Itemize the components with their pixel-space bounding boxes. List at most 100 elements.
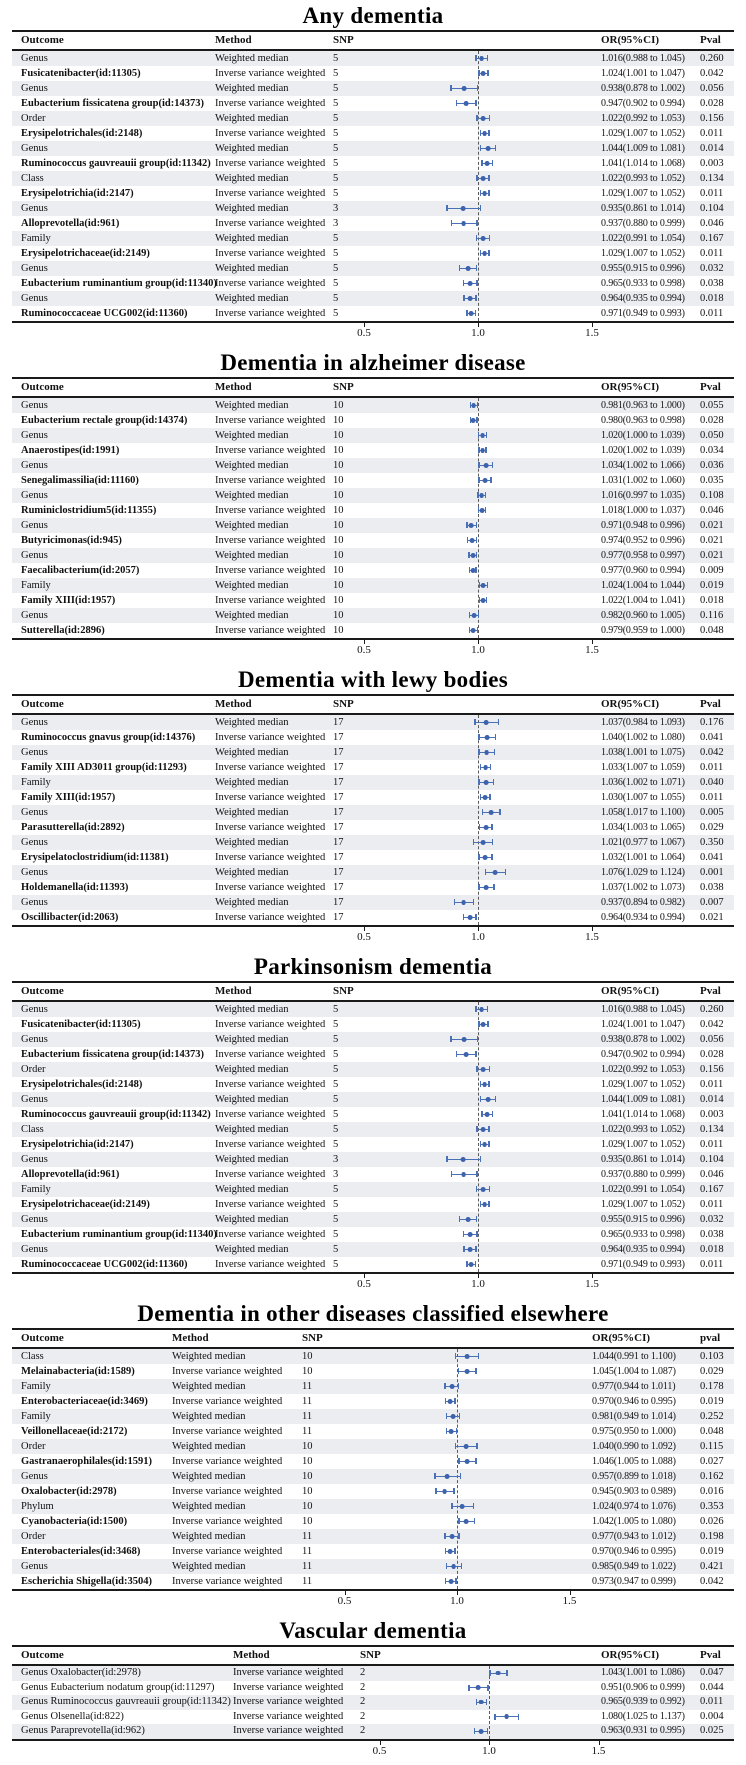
ci-cap-right: [491, 839, 494, 846]
pval-value: 0.046: [700, 1169, 724, 1180]
confidence-interval-bar: [479, 764, 492, 771]
pval-value: 0.011: [700, 792, 724, 803]
forest-row: Genus Weighted median 5 0.955(0.915 to 0.99…: [12, 1212, 734, 1227]
forest-row: Enterobacteriaceae(id:3469) Inverse varia…: [12, 1394, 734, 1409]
or-point-marker: [482, 1081, 488, 1087]
pval-value: 0.011: [700, 188, 724, 199]
forest-row: Genus Weighted median 10 0.957(0.899 to 1.0…: [12, 1469, 734, 1484]
outcome-label: Holdemanella(id:11393): [21, 882, 129, 893]
ci-cap-left: [475, 1186, 478, 1193]
confidence-interval-bar: [444, 1548, 456, 1555]
confidence-interval-bar: [479, 130, 490, 137]
snp-count: 17: [333, 882, 344, 893]
ci-cap-right: [487, 70, 489, 77]
reference-line: [478, 398, 479, 638]
ci-cap-right: [475, 310, 477, 317]
axis-tick-label: 0.5: [357, 327, 371, 339]
or-ci-value: 1.042(1.005 to 1.080): [592, 1516, 676, 1527]
or-point-marker: [448, 1578, 454, 1584]
ci-cap-right: [460, 1563, 462, 1570]
or-point-marker: [481, 582, 486, 588]
method-label: Inverse variance weighted: [215, 852, 326, 863]
col-header-outcome: Outcome: [21, 1649, 64, 1661]
snp-count: 2: [360, 1696, 366, 1708]
snp-count: 2: [360, 1667, 366, 1678]
forest-row: Class Weighted median 5 1.022(0.993 to 1.05…: [12, 1122, 734, 1137]
snp-count: 3: [333, 218, 339, 229]
axis-tick: [592, 323, 593, 327]
outcome-label: Genus: [21, 293, 48, 304]
method-label: Weighted median: [215, 717, 289, 728]
panel-title: Dementia with lewy bodies: [237, 667, 509, 692]
ci-cap-left: [450, 220, 453, 227]
pval-value: 0.034: [700, 445, 724, 456]
confidence-interval-bar: [476, 1126, 490, 1133]
axis-tick-label: 0.5: [357, 644, 371, 656]
method-label: Inverse variance weighted: [172, 1456, 283, 1467]
forest-row: Genus Weighted median 10 1.020(1.000 to 1.0…: [12, 428, 734, 443]
confidence-interval-bar: [450, 1036, 479, 1043]
ci-cap-left: [480, 145, 482, 152]
snp-count: 10: [333, 400, 344, 411]
ci-cap-right: [475, 522, 478, 529]
ci-cap-right: [487, 1684, 489, 1691]
x-axis: 0.5 1.0 1.5: [12, 1740, 734, 1765]
confidence-interval-bar: [479, 1201, 490, 1208]
or-ci-value: 1.029(1.007 to 1.052): [601, 128, 685, 139]
outcome-label: Genus: [21, 203, 48, 214]
axis-tick: [364, 640, 365, 644]
method-label: Weighted median: [215, 143, 289, 154]
snp-count: 10: [333, 625, 344, 636]
pval-value: 0.036: [700, 460, 724, 471]
col-header-outcome: Outcome: [21, 985, 64, 997]
snp-count: 10: [333, 550, 344, 561]
method-label: Inverse variance weighted: [215, 882, 326, 893]
confidence-interval-bar: [469, 417, 478, 424]
or-point-marker: [461, 220, 467, 226]
ci-cap-left: [468, 552, 470, 559]
method-label: Inverse variance weighted: [215, 475, 326, 486]
or-point-marker: [482, 1201, 488, 1207]
ci-cap-right: [488, 1066, 491, 1073]
outcome-label: Genus Olsenella(id:822): [21, 1710, 124, 1722]
method-label: Weighted median: [215, 837, 289, 848]
col-header-outcome: Outcome: [21, 34, 64, 46]
forest-table: Outcome Method SNP OR(95%CI) Pval Genus W…: [12, 694, 734, 951]
outcome-label: Genus: [21, 747, 48, 758]
col-header-pval: Pval: [700, 381, 721, 393]
ci-cap-left: [481, 809, 484, 816]
forest-row: Oscillibacter(id:2063) Inverse variance w…: [12, 910, 734, 925]
axis-tick: [592, 927, 593, 931]
confidence-interval-bar: [478, 854, 493, 861]
pval-value: 0.104: [700, 203, 724, 214]
axis-tick-label: 1.0: [482, 1744, 496, 1757]
or-point-marker: [465, 265, 471, 271]
or-ci-value: 0.935(0.861 to 1.014): [601, 1154, 685, 1165]
forest-row: Genus Weighted median 5 0.964(0.935 to 0.99…: [12, 1242, 734, 1257]
confidence-interval-bar: [479, 250, 490, 257]
or-point-marker: [463, 100, 469, 106]
confidence-interval-bar: [455, 100, 477, 107]
forest-row: Ruminococcus gauvreauii group(id:11342) I…: [12, 156, 734, 171]
x-axis: 0.5 1.0 1.5: [12, 640, 734, 664]
method-label: Weighted median: [215, 1214, 289, 1225]
axis-tick-label: 1.5: [585, 1278, 599, 1290]
or-point-marker: [488, 809, 494, 815]
ci-cap-right: [475, 567, 477, 574]
forest-row: Genus Weighted median 11 0.985(0.949 to 1.0…: [12, 1559, 734, 1574]
forest-row: Genus Weighted median 10 1.034(1.002 to 1.0…: [12, 458, 734, 473]
or-ci-value: 1.030(1.007 to 1.055): [601, 792, 685, 803]
plot-rows-area: Genus Weighted median 5 1.016(0.988 to 1.04…: [12, 1002, 734, 1274]
pval-value: 0.011: [700, 1079, 724, 1090]
snp-count: 5: [333, 188, 339, 199]
ci-cap-right: [494, 734, 497, 741]
confidence-interval-bar: [478, 507, 487, 514]
ci-cap-left: [445, 1578, 447, 1585]
ci-cap-left: [478, 1021, 480, 1028]
forest-table: Outcome Method SNP OR(95%CI) Pval Genus W…: [12, 377, 734, 664]
outcome-label: Genus: [21, 83, 48, 94]
confidence-interval-bar: [462, 914, 477, 921]
pval-value: 0.162: [700, 1471, 724, 1482]
outcome-label: Erysipelotrichales(id:2148): [21, 1079, 143, 1090]
confidence-interval-bar: [475, 1699, 488, 1706]
